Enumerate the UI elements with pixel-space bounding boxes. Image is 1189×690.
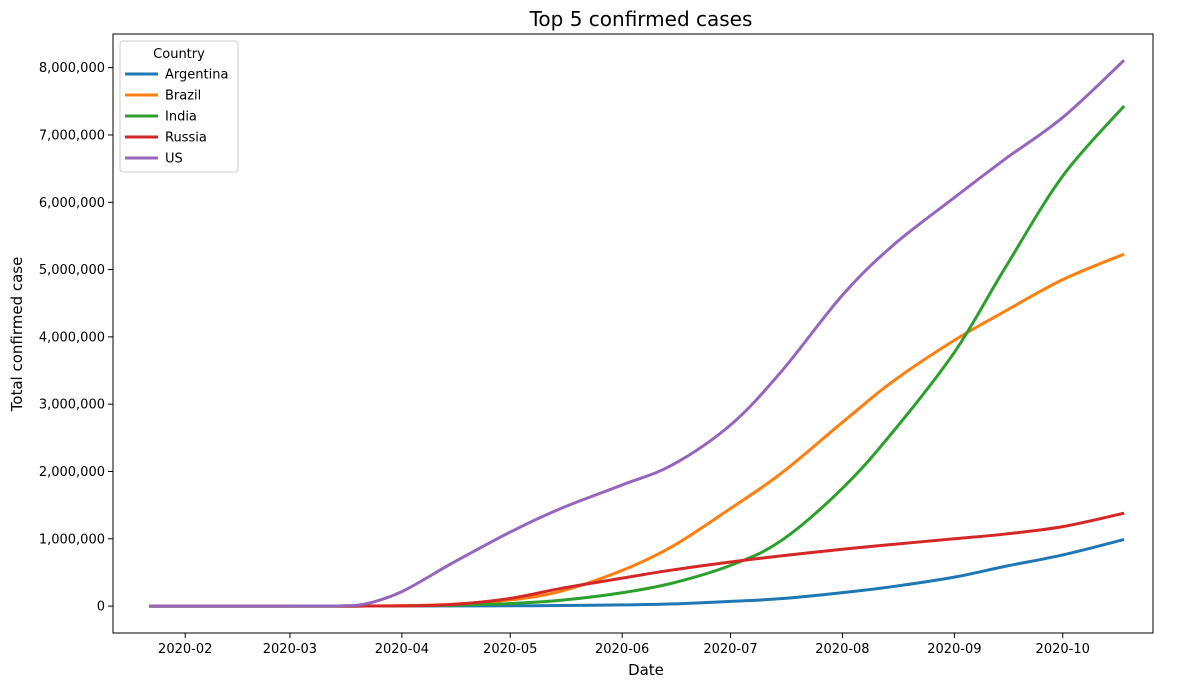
x-tick-label: 2020-06 — [595, 642, 649, 657]
x-tick-label: 2020-09 — [927, 642, 981, 657]
x-tick-label: 2020-07 — [703, 642, 757, 657]
y-tick-label: 7,000,000 — [39, 128, 105, 143]
x-tick-label: 2020-10 — [1036, 642, 1090, 657]
x-axis: 2020-02 2020-03 2020-04 2020-05 2020-06 2020-… — [158, 633, 1090, 657]
legend-label-us: US — [165, 152, 183, 167]
x-axis-title: Date — [628, 661, 664, 679]
series-line-russia — [149, 511, 1125, 608]
y-tick-label: 1,000,000 — [39, 532, 105, 547]
y-tick-label: 5,000,000 — [39, 263, 105, 278]
legend-label-india: India — [165, 110, 197, 125]
y-tick-label: 3,000,000 — [39, 398, 105, 413]
series-line-argentina — [149, 537, 1125, 608]
legend-label-argentina: Argentina — [165, 68, 228, 83]
x-tick-label: 2020-04 — [375, 642, 429, 657]
x-tick-label: 2020-02 — [158, 642, 212, 657]
y-axis-title: Total confirmed case — [8, 257, 26, 413]
y-tick-label: 6,000,000 — [39, 196, 105, 211]
x-tick-label: 2020-03 — [263, 642, 317, 657]
legend-label-russia: Russia — [165, 131, 207, 146]
chart-title: Top 5 confirmed cases — [529, 7, 753, 31]
y-tick-label: 8,000,000 — [39, 61, 105, 76]
y-tick-label: 4,000,000 — [39, 330, 105, 345]
plot-frame — [112, 33, 1154, 634]
legend-title: Country — [153, 47, 205, 62]
series-line-brazil — [149, 252, 1125, 608]
x-tick-label: 2020-08 — [815, 642, 869, 657]
y-axis: 0 1,000,000 2,000,000 3,000,000 4,000,000 5,0… — [39, 61, 113, 615]
legend-label-brazil: Brazil — [165, 89, 201, 104]
series-line-us — [149, 59, 1126, 608]
legend: Country Argentina Brazil India Russia US — [119, 40, 239, 173]
y-tick-label: 2,000,000 — [39, 465, 105, 480]
x-tick-label: 2020-05 — [483, 642, 537, 657]
plot-area — [149, 59, 1126, 608]
y-tick-label: 0 — [97, 600, 105, 615]
